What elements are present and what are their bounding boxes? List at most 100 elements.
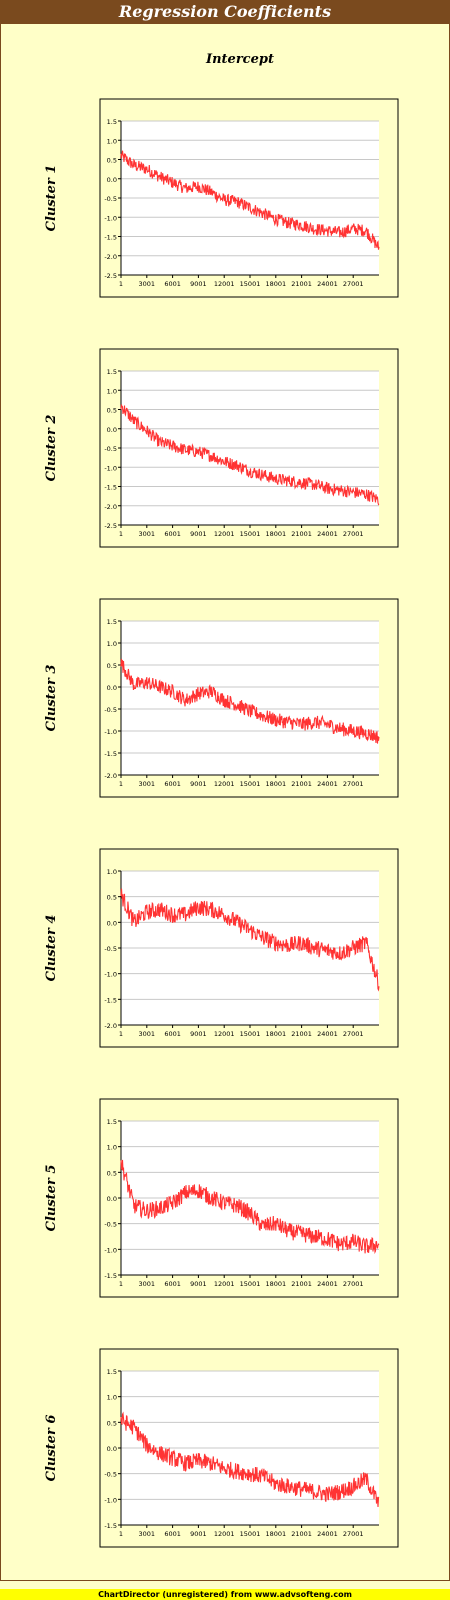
plot-area [121, 621, 379, 775]
x-tick-label: 15001 [240, 1530, 261, 1538]
x-tick-label: 21001 [291, 530, 312, 538]
y-tick-label: -1.0 [104, 464, 117, 472]
y-tick-label: -1.5 [104, 996, 117, 1004]
y-tick-label: 0.0 [107, 426, 117, 434]
y-tick-label: -1.5 [104, 750, 117, 758]
x-tick-label: 3001 [139, 530, 156, 538]
y-tick-label: -2.0 [104, 503, 117, 511]
y-tick-label: 0.5 [107, 662, 117, 670]
x-tick-label: 18001 [265, 530, 286, 538]
y-tick-label: 1.0 [107, 137, 117, 145]
y-tick-label: 0.0 [107, 684, 117, 692]
y-tick-label: -1.0 [104, 214, 117, 222]
chart-panel-3: 1.5 1.0 0.5 0.0 -0.5 -1.0 -1.5 -2.01 3001 6001 900… [44, 598, 399, 798]
x-tick-label: 3001 [139, 1530, 156, 1538]
x-tick-label: 9001 [190, 780, 207, 788]
y-tick-label: -1.5 [104, 1522, 117, 1530]
x-tick-label: 6001 [164, 1530, 181, 1538]
y-tick-label: 0.5 [107, 407, 117, 415]
y-tick-label: -2.0 [104, 1022, 117, 1030]
x-tick-label: 18001 [265, 780, 286, 788]
y-tick-label: -1.5 [104, 484, 117, 492]
y-tick-label: -1.5 [104, 234, 117, 242]
x-tick-label: 1 [119, 280, 123, 288]
x-tick-label: 6001 [164, 1280, 181, 1288]
row-label: Cluster 6 [44, 1415, 59, 1482]
row-label: Cluster 3 [44, 665, 59, 732]
x-tick-label: 18001 [265, 1530, 286, 1538]
x-tick-label: 12001 [214, 1530, 235, 1538]
chart-panel-4: 1.0 0.5 0.0 -0.5 -1.0 -1.5 -2.01 3001 6001 9001 12… [44, 848, 399, 1048]
x-tick-label: 9001 [190, 1280, 207, 1288]
chart-panel-1: 1.5 1.0 0.5 0.0 -0.5 -1.0 -1.5 -2.0 -2.51 3001 600… [44, 98, 399, 298]
x-tick-label: 15001 [240, 780, 261, 788]
x-tick-label: 18001 [265, 1030, 286, 1038]
y-tick-label: 1.0 [107, 868, 117, 876]
y-tick-label: 0.5 [107, 894, 117, 902]
y-tick-label: 1.5 [107, 1118, 117, 1126]
y-tick-label: 0.0 [107, 1195, 117, 1203]
y-tick-label: 1.5 [107, 368, 117, 376]
main-title: Regression Coefficients [118, 2, 332, 21]
y-tick-label: 1.5 [107, 1368, 117, 1376]
y-tick-label: -0.5 [104, 445, 117, 453]
x-tick-label: 6001 [164, 780, 181, 788]
row-label: Cluster 2 [44, 415, 59, 482]
y-tick-label: 1.0 [107, 640, 117, 648]
y-tick-label: -1.5 [104, 1272, 117, 1280]
y-tick-label: 0.0 [107, 1445, 117, 1453]
y-tick-label: 0.0 [107, 919, 117, 927]
y-tick-label: -1.0 [104, 728, 117, 736]
x-tick-label: 27001 [343, 530, 364, 538]
row-label: Cluster 5 [44, 1165, 59, 1232]
title-bar [0, 0, 450, 24]
x-tick-label: 21001 [291, 780, 312, 788]
y-tick-label: 0.5 [107, 1419, 117, 1427]
x-tick-label: 3001 [139, 1280, 156, 1288]
x-tick-label: 15001 [240, 1280, 261, 1288]
x-tick-label: 12001 [214, 280, 235, 288]
x-tick-label: 9001 [190, 530, 207, 538]
y-tick-label: -2.0 [104, 772, 117, 780]
y-tick-label: -0.5 [104, 1221, 117, 1229]
x-tick-label: 1 [119, 1280, 123, 1288]
y-tick-label: -2.5 [104, 522, 117, 530]
x-tick-label: 1 [119, 1030, 123, 1038]
y-tick-label: -0.5 [104, 706, 117, 714]
x-tick-label: 27001 [343, 1030, 364, 1038]
y-tick-label: 0.5 [107, 157, 117, 165]
chart-panel-6: 1.5 1.0 0.5 0.0 -0.5 -1.0 -1.51 3001 6001 9001 120… [44, 1348, 399, 1548]
x-tick-label: 15001 [240, 280, 261, 288]
series-line-1 [120, 404, 380, 506]
x-tick-label: 15001 [240, 1030, 261, 1038]
y-tick-label: 1.5 [107, 618, 117, 626]
x-tick-label: 24001 [317, 1280, 338, 1288]
column-title: Intercept [206, 52, 274, 67]
y-tick-label: -1.0 [104, 971, 117, 979]
x-tick-label: 21001 [291, 1030, 312, 1038]
x-tick-label: 21001 [291, 1280, 312, 1288]
series-line-1 [120, 1159, 380, 1255]
x-tick-label: 12001 [214, 1030, 235, 1038]
x-tick-label: 9001 [190, 1530, 207, 1538]
y-tick-label: -2.5 [104, 272, 117, 280]
series-line-1 [120, 658, 380, 744]
y-tick-label: 1.5 [107, 118, 117, 126]
y-tick-label: 0.5 [107, 1169, 117, 1177]
x-tick-label: 6001 [164, 1030, 181, 1038]
x-tick-label: 18001 [265, 280, 286, 288]
x-tick-label: 21001 [291, 1530, 312, 1538]
x-tick-label: 24001 [317, 1030, 338, 1038]
y-tick-label: 0.0 [107, 176, 117, 184]
x-tick-label: 24001 [317, 1530, 338, 1538]
y-tick-label: -1.0 [104, 1496, 117, 1504]
x-tick-label: 27001 [343, 280, 364, 288]
x-tick-label: 24001 [317, 280, 338, 288]
x-tick-label: 3001 [139, 780, 156, 788]
y-tick-label: 1.0 [107, 387, 117, 395]
x-tick-label: 1 [119, 530, 123, 538]
chart-panel-2: 1.5 1.0 0.5 0.0 -0.5 -1.0 -1.5 -2.0 -2.51 3001 600… [44, 348, 399, 548]
y-tick-label: -0.5 [104, 195, 117, 203]
x-tick-label: 27001 [343, 1530, 364, 1538]
